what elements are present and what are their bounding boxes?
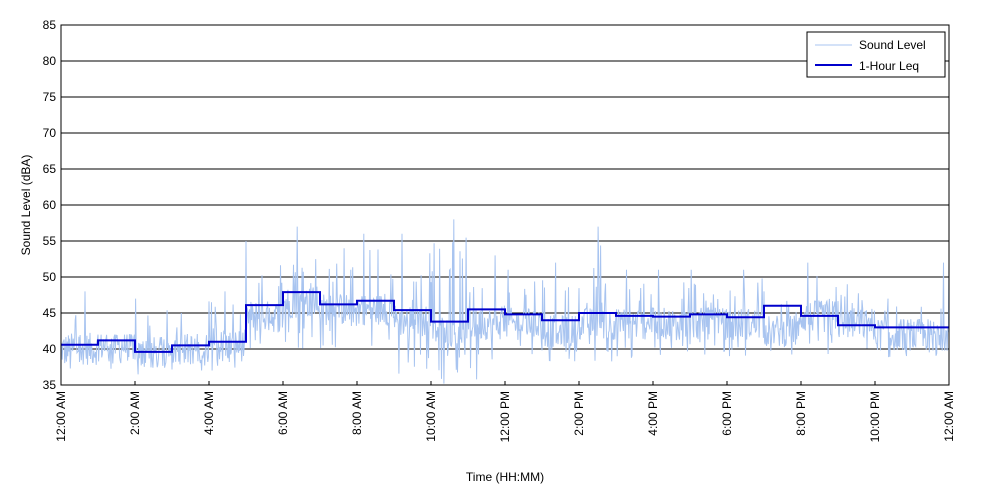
- x-tick-label: 12:00 PM: [498, 391, 512, 442]
- x-tick-label: 2:00 PM: [572, 391, 586, 436]
- leq-series: [61, 291, 949, 353]
- y-tick-label: 35: [43, 378, 57, 392]
- y-tick-label: 75: [43, 90, 57, 104]
- sound-level-line: [60, 219, 950, 384]
- x-tick-label: 4:00 AM: [202, 391, 216, 435]
- x-tick-label: 8:00 AM: [350, 391, 364, 435]
- y-tick-label: 80: [43, 54, 57, 68]
- y-tick-label: 70: [43, 126, 57, 140]
- y-tick-label: 45: [43, 306, 57, 320]
- y-tick-label: 55: [43, 234, 57, 248]
- x-tick-label: 6:00 AM: [276, 391, 290, 435]
- legend: Sound Level 1-Hour Leq: [806, 31, 946, 78]
- legend-box: [806, 31, 946, 78]
- sound-level-series: [60, 219, 950, 384]
- x-tick-label: 12:00 AM: [942, 391, 956, 442]
- x-tick-label: 6:00 PM: [720, 391, 734, 436]
- x-tick-labels: 12:00 AM 2:00 AM 4:00 AM 6:00 AM 8:00 AM 10:0…: [54, 381, 956, 442]
- y-tick-label: 50: [43, 270, 57, 284]
- y-tick-label: 65: [43, 162, 57, 176]
- x-tick-label: 8:00 PM: [794, 391, 808, 436]
- x-tick-label: 12:00 AM: [54, 391, 68, 442]
- x-tick-label: 10:00 PM: [868, 391, 882, 442]
- y-tick-label: 85: [43, 18, 57, 32]
- y-tick-labels: 35 40 45 50 55 60 65 70 75 80 85: [43, 18, 57, 392]
- x-tick-label: 4:00 PM: [646, 391, 660, 436]
- y-tick-label: 40: [43, 342, 57, 356]
- legend-label-sound-level: Sound Level: [859, 38, 926, 52]
- leq-step-line: [61, 291, 949, 353]
- y-tick-label: 60: [43, 198, 57, 212]
- y-axis-label: Sound Level (dBA): [19, 155, 33, 256]
- x-axis-label: Time (HH:MM): [466, 470, 544, 484]
- x-tick-label: 2:00 AM: [128, 391, 142, 435]
- x-tick-label: 10:00 AM: [424, 391, 438, 442]
- legend-label-leq: 1-Hour Leq: [859, 59, 919, 73]
